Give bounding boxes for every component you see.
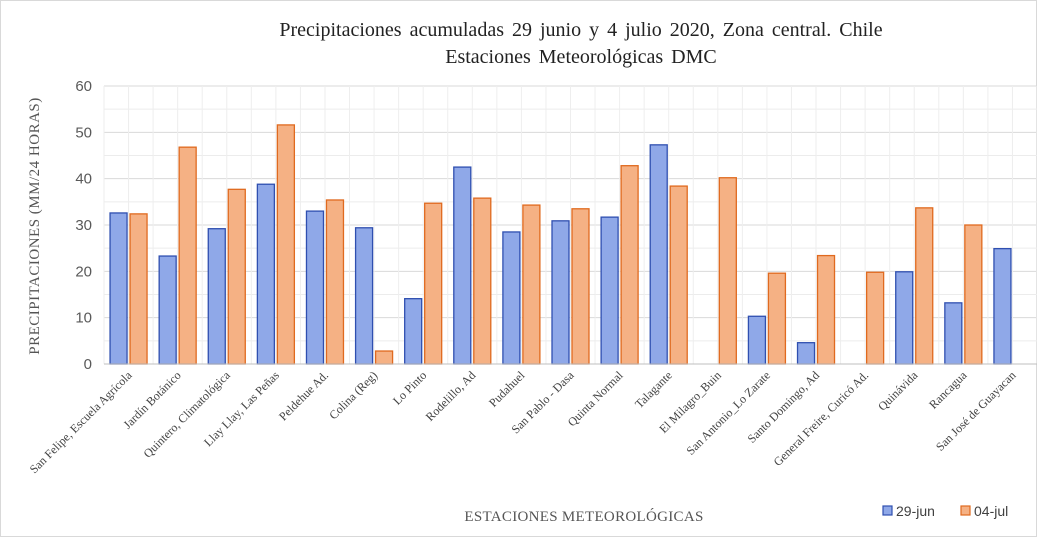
bar-29-jun: [649, 144, 668, 365]
bar-29-jun: [796, 342, 816, 365]
bar-04-jul: [325, 199, 345, 365]
bar-04-jul: [374, 350, 394, 365]
bar-29-jun: [747, 315, 767, 365]
x-tick-label: San Antonio_Lo Zarate: [683, 368, 773, 458]
x-tick-label: Peldehue Ad.: [276, 368, 331, 423]
bars: [109, 124, 1012, 365]
bar-04-jul: [178, 146, 197, 365]
x-tick-label: Lo Pinto: [390, 368, 429, 407]
bar-04-jul: [129, 213, 148, 365]
bar-04-jul: [767, 272, 787, 365]
y-tick-label: 10: [75, 310, 92, 327]
bar-29-jun: [354, 227, 374, 365]
bar-04-jul: [669, 185, 688, 365]
y-tick-label: 30: [75, 217, 92, 234]
x-tick-label: Quinávida: [875, 368, 921, 414]
y-tick-label: 20: [75, 263, 92, 280]
x-tick-label: Colina (Reg): [326, 368, 380, 422]
y-axis-label: PRECIPITACIONES (MM/24 HORAS): [27, 97, 43, 355]
bar-29-jun: [551, 220, 570, 365]
bar-29-jun: [895, 271, 914, 365]
x-tick-label: San Felipe, Escuela Agrícola: [27, 368, 135, 476]
chart-title: Precipitaciones acumuladas 29 junio y 4 …: [279, 19, 882, 41]
y-tick-label: 40: [75, 171, 92, 188]
y-tick-label: 60: [75, 78, 92, 95]
bar-29-jun: [404, 298, 423, 365]
y-tick-label: 50: [75, 124, 92, 141]
bar-04-jul: [816, 254, 836, 365]
y-axis-ticks: 0 10 20 30 40 50 60: [75, 78, 92, 373]
bar-29-jun: [207, 228, 226, 365]
bar-29-jun: [453, 166, 472, 365]
bar-04-jul: [276, 124, 296, 365]
bar-04-jul: [227, 188, 246, 365]
x-tick-label: Talagante: [632, 368, 675, 411]
legend-label-04-jul: 04-jul: [974, 503, 1008, 519]
bar-04-jul: [915, 207, 934, 365]
legend-swatch-04-jul: [960, 505, 971, 516]
bar-04-jul: [571, 208, 590, 365]
legend: 29-jun 04-jul: [882, 503, 1008, 519]
bar-29-jun: [158, 255, 177, 365]
bar-04-jul: [964, 224, 983, 365]
bar-04-jul: [522, 204, 541, 365]
x-tick-label: Pudahuel: [486, 368, 528, 410]
bar-29-jun: [600, 216, 619, 365]
x-tick-label: Rodelillo, Ad: [423, 368, 479, 424]
x-tick-label: General Freire, Curicó Ad.: [771, 368, 872, 469]
bar-04-jul: [718, 177, 737, 365]
bar-04-jul: [865, 271, 885, 365]
y-tick-label: 0: [84, 356, 92, 373]
bar-29-jun: [502, 231, 521, 365]
bar-29-jun: [944, 302, 963, 365]
legend-label-29-jun: 29-jun: [896, 503, 935, 519]
bar-29-jun: [256, 183, 276, 365]
bar-04-jul: [620, 165, 639, 365]
bar-29-jun: [993, 247, 1012, 365]
legend-swatch-29-jun: [882, 505, 893, 516]
bar-29-jun: [305, 210, 325, 365]
bar-04-jul: [424, 202, 443, 365]
bar-29-jun: [109, 212, 128, 365]
x-tick-label: Rancagua: [926, 368, 970, 412]
bar-04-jul: [473, 197, 492, 365]
x-tick-label: Quintero, Climatológica: [140, 368, 233, 461]
x-axis-label: ESTACIONES METEOROLÓGICAS: [464, 508, 703, 525]
chart-subtitle: Estaciones Meteorológicas DMC: [445, 46, 717, 68]
